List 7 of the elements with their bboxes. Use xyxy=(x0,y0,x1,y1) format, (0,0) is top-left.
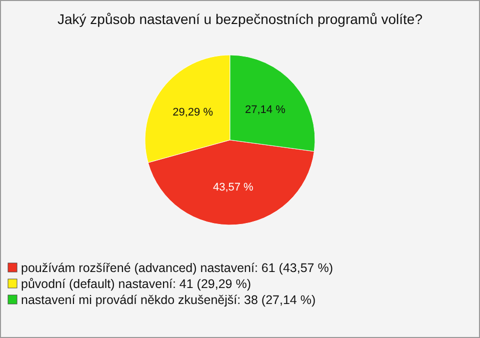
chart-title: Jaký způsob nastavení u bezpečnostních programů volíte? xyxy=(58,11,423,27)
legend-label: původní (default) nastavení: 41 (29,29 %) xyxy=(21,277,252,291)
legend-label: používám rozšířené (advanced) nastavení: 61 (43,57 %) xyxy=(21,261,333,275)
legend-label: nastavení mi provádí někdo zkušenější: 38 (27,14 %) xyxy=(21,293,316,307)
data-label: 43,57 % xyxy=(212,182,254,194)
data-label: 27,14 % xyxy=(245,104,286,116)
data-label: 29,29 % xyxy=(172,106,214,119)
